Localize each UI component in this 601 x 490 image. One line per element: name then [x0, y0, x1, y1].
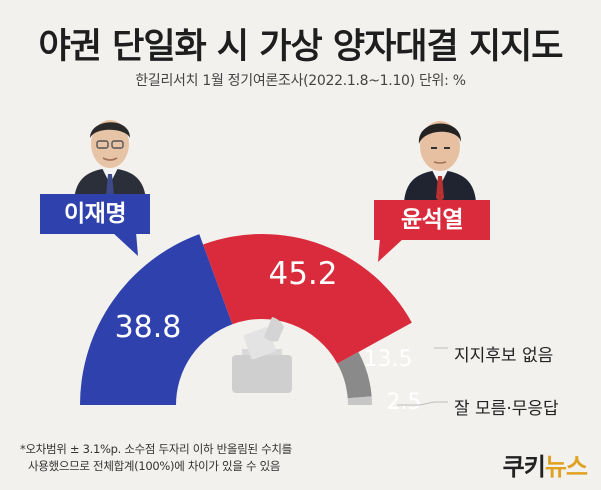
- candidate-label-yoon: 윤석열: [374, 200, 490, 240]
- footnote-line-2: 사용했으므로 전체합계(100%)에 차이가 있을 수 있음: [28, 459, 281, 473]
- callout-leaders: [397, 347, 448, 406]
- candidate-label-lee: 이재명: [40, 194, 150, 234]
- chart-title: 야권 단일화 시 가상 양자대결 지지도: [38, 27, 564, 67]
- value-label-3: 13.5: [364, 347, 413, 372]
- slice-2: [203, 234, 412, 364]
- category-label-4: 잘 모름·무응답: [454, 399, 559, 419]
- candidate-label-yoon-pointer: [378, 238, 404, 262]
- ballot-box-icon: [232, 317, 292, 393]
- yoon-suk-yeol-portrait: [404, 121, 476, 202]
- lee-jae-myung-portrait: [74, 120, 146, 200]
- value-label-4: 2.5: [387, 390, 422, 415]
- slice-3: [337, 352, 372, 399]
- candidate-label-lee-pointer: [112, 232, 138, 256]
- kukinews-logo: 쿠키뉴스: [502, 453, 588, 481]
- slice-1: [80, 234, 233, 405]
- slice-4: [347, 396, 372, 405]
- value-label-1: 38.8: [115, 310, 182, 345]
- value-label-2: 45.2: [268, 256, 337, 292]
- chart-subtitle: 한길리서치 1월 정기여론조사(2022.1.8~1.10) 단위: %: [135, 73, 466, 89]
- footnote: *오차범위 ± 3.1%p. 소수점 두자리 이하 반올림된 수치를 사용했으므…: [20, 441, 292, 475]
- category-label-3: 지지후보 없음: [454, 346, 553, 366]
- footnote-line-1: *오차범위 ± 3.1%p. 소수점 두자리 이하 반올림된 수치를: [20, 442, 292, 456]
